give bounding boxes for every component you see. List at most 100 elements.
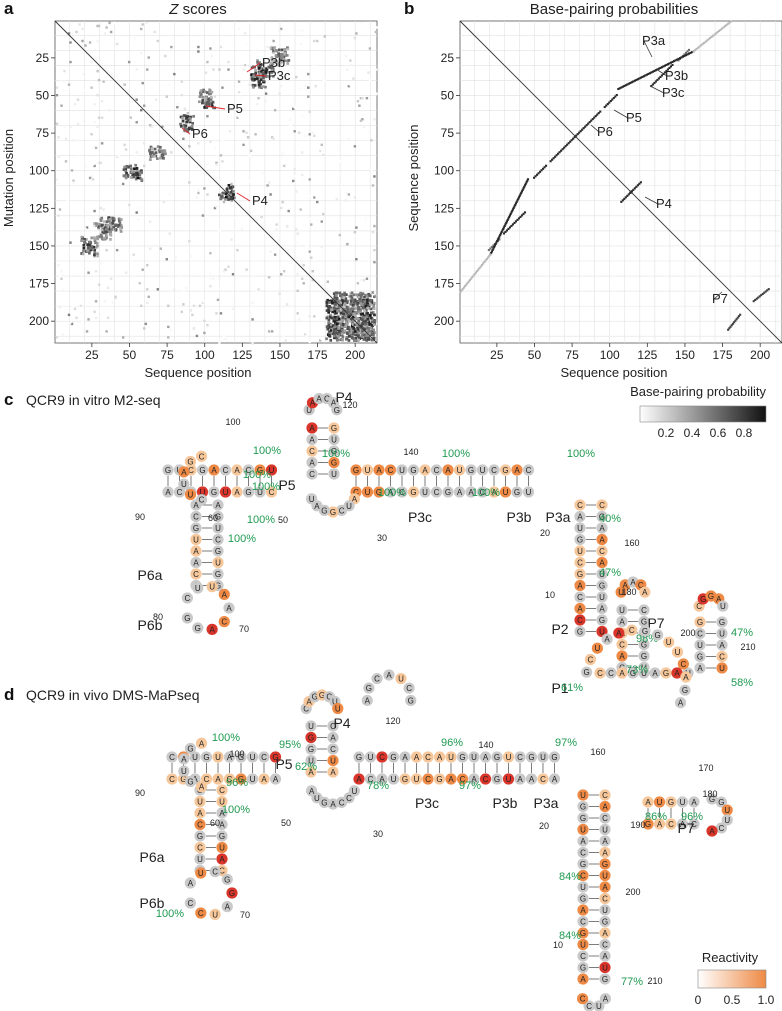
- heatmap-cell: [500, 230, 503, 234]
- nucleotide-letter: C: [303, 704, 309, 713]
- nucleotide: [574, 522, 586, 534]
- nucleotide-letter: A: [602, 837, 608, 846]
- heatmap-cell: [75, 30, 78, 34]
- nucleotide: [577, 915, 589, 928]
- nucleotide-letter: C: [680, 660, 686, 669]
- heatmap-cell: [205, 91, 209, 94]
- heatmap-cell: [294, 227, 298, 231]
- nucleotide: [537, 751, 549, 763]
- nucleotide: [574, 579, 586, 592]
- heatmap-cell: [87, 251, 91, 255]
- nucleotide: [189, 751, 201, 763]
- heatmap-cell: [344, 313, 347, 317]
- heatmap-cell: [307, 95, 310, 98]
- heatmap-cell: [102, 236, 106, 240]
- heatmap-cell: [108, 232, 112, 236]
- heatmap-cell: [472, 274, 475, 277]
- nucleotide: [192, 622, 204, 634]
- heatmap-cell: [218, 68, 221, 71]
- heatmap-cell: [273, 46, 276, 49]
- heatmap-cell: [335, 294, 338, 297]
- heatmap-cell: [497, 236, 500, 240]
- heatmap-cell: [361, 96, 364, 100]
- heatmap-cell: [712, 34, 715, 37]
- heatmap-cell: [192, 304, 196, 308]
- heatmap-cell: [554, 155, 557, 158]
- nucleotide-letter: C: [212, 868, 218, 877]
- heatmap-cell: [114, 39, 117, 43]
- nucleotide: [361, 464, 374, 476]
- nucleotide-letter: G: [215, 547, 221, 556]
- nucleotide: [677, 658, 689, 670]
- nucleotide: [184, 877, 196, 889]
- heatmap-cell: [332, 163, 336, 166]
- heatmap-cell: [313, 182, 316, 186]
- nucleotide-letter: U: [506, 753, 512, 762]
- nucleotide: [328, 456, 340, 469]
- heatmap-cell: [96, 69, 99, 73]
- nucleotide-letter: G: [697, 618, 703, 627]
- nucleotide: [599, 812, 611, 824]
- heatmap-cell: [665, 63, 668, 66]
- nucleotide-letter: A: [619, 652, 625, 661]
- nucleotide-letter: A: [222, 590, 228, 599]
- nucleotide-letter: C: [223, 466, 229, 475]
- helix-label: P6b: [138, 617, 163, 633]
- heatmap-cell: [138, 176, 142, 180]
- heatmap-cell: [109, 188, 113, 192]
- heatmap-cell: [126, 173, 130, 177]
- heatmap-cell: [232, 190, 235, 193]
- nucleotide: [616, 638, 628, 651]
- heatmap-cell: [639, 76, 642, 79]
- heatmap-cell: [200, 145, 203, 148]
- heatmap-cell: [337, 309, 341, 313]
- nucleotide: [599, 961, 611, 974]
- heatmap-cell: [228, 197, 232, 200]
- heatmap-cell: [90, 86, 93, 89]
- nucleotide-letter: A: [602, 803, 608, 812]
- nucleotide-letter: U: [697, 641, 703, 650]
- heatmap-cell: [91, 127, 95, 130]
- heatmap-cell: [754, 298, 757, 302]
- heatmap-cell: [163, 149, 167, 153]
- heatmap-cell: [146, 21, 149, 25]
- nucleotide-letter: G: [211, 488, 217, 497]
- nucleotide: [491, 773, 503, 785]
- heatmap-cell: [168, 193, 172, 196]
- heatmap-cell: [153, 131, 156, 135]
- heatmap-cell: [55, 86, 59, 89]
- heatmap-cell: [367, 306, 371, 310]
- nucleotide-letter: A: [314, 502, 320, 511]
- heatmap-cell: [357, 296, 361, 299]
- position-number: 180: [702, 789, 717, 799]
- heatmap-cell: [627, 82, 630, 85]
- heatmap-cell: [361, 312, 365, 316]
- heatmap-cell: [677, 59, 680, 62]
- nucleotide-letter: A: [199, 739, 205, 748]
- heatmap-cell: [357, 319, 361, 323]
- heatmap-cell: [302, 264, 305, 267]
- nucleotide-letter: C: [719, 824, 725, 833]
- heatmap-cell: [347, 315, 351, 319]
- heatmap-cell: [149, 247, 152, 250]
- heatmap-cell: [361, 21, 364, 25]
- nucleotide-letter: A: [691, 798, 697, 807]
- nucleotide-letter: U: [526, 488, 532, 497]
- heatmap-cell: [257, 96, 260, 100]
- heatmap-cell: [482, 262, 485, 265]
- heatmap-cell: [735, 318, 738, 321]
- heatmap-cell: [64, 160, 68, 163]
- heatmap-cell: [722, 26, 725, 29]
- heatmap-cell: [154, 151, 158, 155]
- heatmap-cell: [347, 193, 351, 196]
- x-tick-label: 50: [528, 348, 542, 362]
- heatmap-cell: [349, 310, 353, 314]
- heatmap-cell: [111, 238, 114, 241]
- heatmap-cell: [114, 223, 117, 227]
- nucleotide-letter: G: [580, 814, 586, 823]
- heatmap-cell: [657, 77, 660, 80]
- heatmap-cell: [483, 260, 486, 264]
- heatmap-cell: [84, 238, 88, 241]
- heatmap-cell: [320, 245, 323, 249]
- heatmap-cell: [135, 211, 138, 214]
